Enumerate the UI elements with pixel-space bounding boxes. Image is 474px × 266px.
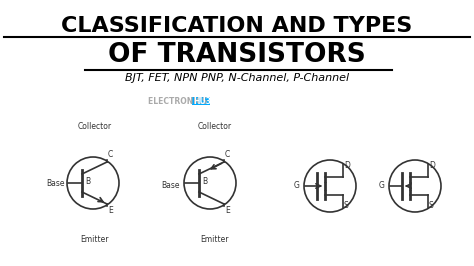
Text: Base: Base (162, 181, 180, 189)
Text: Emitter: Emitter (81, 235, 109, 244)
Text: B: B (85, 177, 90, 186)
Text: G: G (379, 181, 385, 190)
Text: Collector: Collector (198, 122, 232, 131)
FancyBboxPatch shape (192, 97, 210, 105)
Text: OF TRANSISTORS: OF TRANSISTORS (108, 42, 366, 68)
Text: D: D (344, 161, 350, 171)
Text: E: E (108, 206, 113, 215)
Text: Base: Base (46, 178, 65, 188)
Text: S: S (429, 202, 434, 210)
Text: S: S (344, 202, 349, 210)
Text: ELECTRONICS: ELECTRONICS (148, 97, 210, 106)
Text: B: B (202, 177, 207, 186)
Text: C: C (108, 150, 113, 159)
Text: D: D (429, 161, 435, 171)
Text: BJT, FET, NPN PNP, N-Channel, P-Channel: BJT, FET, NPN PNP, N-Channel, P-Channel (125, 73, 349, 83)
Text: Emitter: Emitter (201, 235, 229, 244)
Text: G: G (294, 181, 300, 190)
Text: Collector: Collector (78, 122, 112, 131)
Text: CLASSIFICATION AND TYPES: CLASSIFICATION AND TYPES (61, 16, 413, 36)
Text: E: E (225, 206, 230, 215)
Text: C: C (225, 150, 230, 159)
Text: HU3: HU3 (193, 97, 211, 106)
